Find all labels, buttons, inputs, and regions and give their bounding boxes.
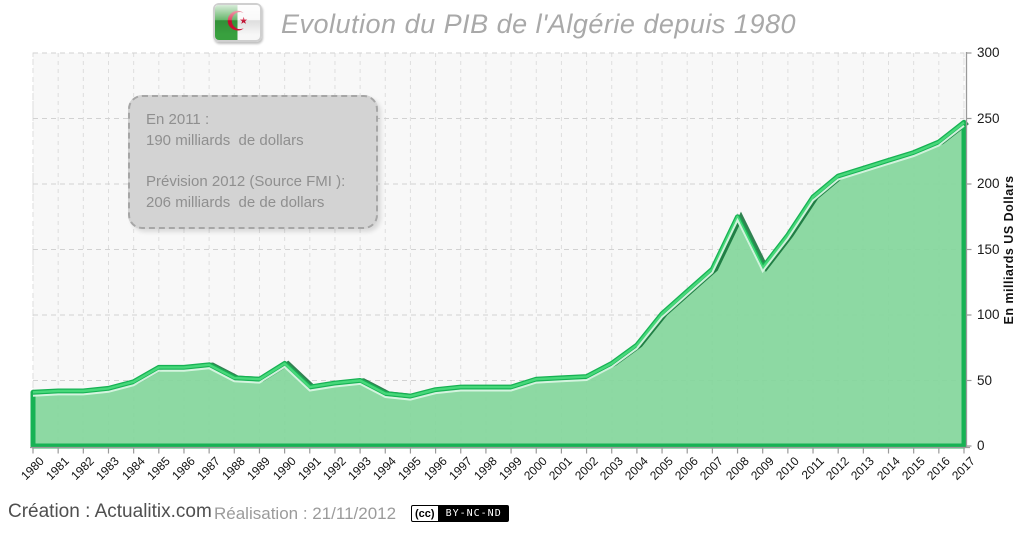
y-axis-tick-label: 300 <box>977 45 1000 60</box>
annotation-line: En 2011 : <box>146 111 210 128</box>
series-highlight <box>32 125 965 401</box>
annotation-line: Prévision 2012 (Source FMI ): <box>146 173 346 191</box>
creative-commons-icon: (cc) <box>411 505 439 522</box>
cc-license-badge: (cc) BY-NC-ND <box>411 505 509 522</box>
y-axis-tick-label: 200 <box>977 176 1000 191</box>
annotation-line: 190 milliards de dollars <box>146 131 304 149</box>
algeria-flag-icon: ☪ <box>213 3 262 42</box>
y-axis-title: En milliards US Dollars <box>1002 175 1016 325</box>
y-axis-tick-label: 0 <box>977 438 985 453</box>
area-series-fill <box>33 122 964 447</box>
annotation-box: En 2011 : 190 milliards de dollars Prévi… <box>128 95 378 229</box>
flag-gloss <box>215 5 260 40</box>
annotation-line: 206 milliards de de dollars <box>146 194 325 212</box>
license-terms-label: BY-NC-ND <box>438 505 509 522</box>
y-axis-tick-label: 50 <box>977 372 993 388</box>
y-axis-tick-label: 250 <box>977 110 1000 126</box>
y-axis-tick-label: 150 <box>977 241 1000 257</box>
y-axis-tick-label: 100 <box>977 307 1000 322</box>
credit-realisation: Réalisation : 21/11/2012 <box>214 504 397 523</box>
page-title: Evolution du PIB de l'Algérie depuis 198… <box>281 9 796 39</box>
credit-creation: Création : Actualitix.com <box>8 501 212 522</box>
series-line-bright <box>32 121 965 398</box>
